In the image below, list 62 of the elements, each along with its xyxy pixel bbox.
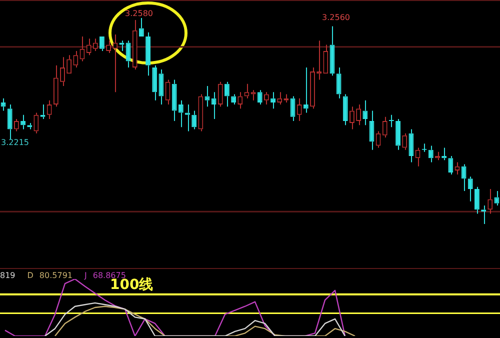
candlestick [66, 54, 72, 74]
candlestick [132, 20, 138, 70]
candlestick [231, 94, 236, 106]
candlestick [336, 66, 342, 99]
candlestick [428, 145, 434, 163]
candlestick [158, 69, 164, 106]
candlestick [382, 116, 388, 138]
annotation: 3.2215 [1, 138, 29, 148]
candlestick [244, 83, 250, 99]
candlestick [0, 98, 6, 112]
candlestick [474, 186, 480, 214]
candlestick [342, 94, 348, 126]
annotation: 3.2560 [322, 13, 350, 22]
annotation: 3.2580 [125, 9, 153, 18]
candlestick [14, 118, 19, 132]
annotation: 80.5791 [39, 271, 73, 280]
text: D [27, 271, 34, 280]
candlestick [53, 64, 58, 108]
candlestick [112, 34, 118, 93]
candlestick [323, 44, 328, 74]
candlestick [402, 132, 408, 150]
candlestick [146, 32, 150, 76]
candlestick [100, 36, 104, 52]
candlestick [468, 176, 473, 202]
candlestick [376, 130, 381, 148]
candlestick [138, 18, 144, 37]
candlestick [178, 100, 184, 128]
candlestick [408, 128, 414, 163]
candlestick [488, 188, 493, 214]
candlestick [34, 112, 39, 134]
candlestick [448, 156, 454, 176]
candlestick [461, 164, 466, 192]
candlestick [362, 100, 368, 126]
candlestick [369, 110, 374, 150]
candlestick [224, 81, 230, 108]
candlestick [270, 92, 276, 110]
candlestick [172, 79, 177, 122]
candlestick [152, 64, 158, 101]
candlestick [126, 40, 131, 68]
candlestick [60, 56, 65, 86]
candlestick [218, 81, 223, 108]
candlestick [296, 98, 302, 122]
candlestick [73, 50, 78, 68]
candlestick [257, 90, 262, 106]
candlestick [20, 114, 26, 130]
candlestick [350, 106, 354, 130]
candlestick [192, 110, 197, 130]
candlestick [86, 38, 92, 56]
candlestick [119, 40, 124, 52]
series-label: J [84, 271, 87, 280]
candlestick [356, 104, 362, 126]
annotation: 819 [0, 271, 16, 280]
candlestick [494, 190, 500, 206]
candlestick [211, 92, 216, 120]
candlestick [198, 94, 204, 132]
candlestick [46, 100, 52, 120]
candlestick [7, 104, 12, 140]
ref-line-label: 100线 [110, 277, 154, 294]
candlestick [303, 66, 308, 114]
candlestick [310, 66, 315, 110]
candlestick [396, 118, 400, 150]
candlestick [238, 92, 243, 110]
